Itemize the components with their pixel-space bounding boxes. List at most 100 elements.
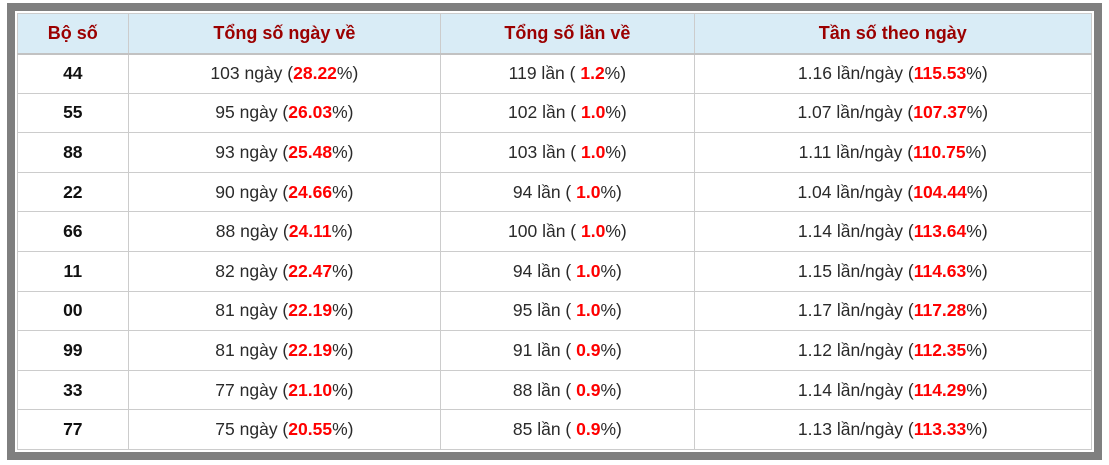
table-row: 66 88 ngày (24.11%) 100 lần ( 1.0%) 1.14 lầ… (17, 211, 1093, 252)
cell-text: 94 lần ( (512, 260, 577, 281)
cell-text: 1.15 lần/ngày ( (797, 260, 914, 281)
highlight-percent: 22.47 (288, 260, 333, 281)
highlight-percent: 113.33 (913, 419, 967, 440)
pair-cell: 88 (17, 132, 129, 173)
cell-text: %) (966, 300, 988, 321)
cell-text: %) (605, 221, 627, 242)
days-cell: 93 ngày (25.48%) (127, 132, 442, 173)
header-row: Bộ số Tổng số ngày về Tổng số lần về Tần… (17, 13, 1093, 55)
cell-text: %) (600, 181, 622, 202)
times-cell: 94 lần ( 1.0%) (440, 171, 695, 213)
times-cell: 100 lần ( 1.0%) (440, 211, 695, 252)
times-cell: 88 lần ( 0.9%) (440, 369, 695, 411)
table-row: 99 81 ngày (22.19%) 91 lần ( 0.9%) 1.12 lần… (17, 330, 1093, 371)
cell-text: %) (332, 419, 354, 440)
highlight-percent: 22.19 (288, 300, 333, 321)
highlight-percent: 22.19 (288, 339, 333, 360)
times-cell: 95 lần ( 1.0%) (440, 290, 695, 332)
pair-cell: 22 (17, 171, 129, 213)
freq-cell: 1.14 lần/ngày (113.64%) (693, 211, 1093, 252)
cell-text: 90 ngày ( (215, 181, 289, 202)
freq-cell: 1.04 lần/ngày (104.44%) (693, 171, 1093, 213)
cell-text: %) (332, 141, 354, 162)
pair-cell: 44 (17, 53, 129, 94)
cell-text: %) (331, 221, 353, 242)
cell-text: 1.07 lần/ngày ( (797, 102, 914, 123)
cell-text: 103 lần ( (508, 141, 581, 162)
highlight-percent: 0.9 (576, 419, 601, 440)
days-cell: 82 ngày (22.47%) (127, 250, 442, 292)
cell-text: 1.04 lần/ngày ( (797, 181, 914, 202)
days-cell: 81 ngày (22.19%) (127, 290, 442, 332)
highlight-percent: 1.0 (580, 221, 606, 242)
highlight-percent: 107.37 (913, 102, 967, 123)
highlight-percent: 20.55 (288, 419, 333, 440)
col-header-pair: Bộ số (17, 13, 129, 55)
days-cell: 103 ngày (28.22%) (127, 53, 442, 94)
col-header-freq: Tần số theo ngày (693, 13, 1093, 55)
cell-text: %) (966, 419, 988, 440)
cell-text: %) (332, 300, 354, 321)
cell-text: %) (600, 300, 622, 321)
cell-text: 1.13 lần/ngày ( (797, 419, 914, 440)
cell-text: 95 lần ( (512, 300, 577, 321)
times-cell: 94 lần ( 1.0%) (440, 250, 695, 292)
cell-text: %) (605, 141, 627, 162)
table-row: 88 93 ngày (25.48%) 103 lần ( 1.0%) 1.11 lầ… (17, 132, 1093, 173)
freq-cell: 1.16 lần/ngày (115.53%) (693, 53, 1093, 94)
highlight-percent: 0.9 (576, 379, 601, 400)
table-body: 44 103 ngày (28.22%) 119 lần ( 1.2%) 1.16 l… (17, 53, 1093, 450)
cell-text: 1.17 lần/ngày ( (797, 300, 914, 321)
highlight-percent: 24.66 (288, 181, 333, 202)
freq-cell: 1.13 lần/ngày (113.33%) (693, 409, 1093, 450)
col-header-days: Tổng số ngày về (127, 13, 442, 55)
cell-text: 94 lần ( (512, 181, 577, 202)
days-cell: 90 ngày (24.66%) (127, 171, 442, 213)
days-cell: 95 ngày (26.03%) (127, 92, 442, 134)
pair-cell: 55 (17, 92, 129, 134)
lottery-stats-table: Bộ số Tổng số ngày về Tổng số lần về Tần… (17, 13, 1093, 450)
highlight-percent: 117.28 (913, 300, 967, 321)
table-row: 00 81 ngày (22.19%) 95 lần ( 1.0%) 1.17 lần… (17, 290, 1093, 332)
cell-text: 102 lần ( (508, 102, 581, 123)
highlight-percent: 1.0 (576, 260, 601, 281)
days-cell: 81 ngày (22.19%) (127, 330, 442, 371)
cell-text: %) (966, 63, 988, 84)
highlight-percent: 113.64 (913, 221, 967, 242)
cell-text: 93 ngày ( (215, 141, 289, 162)
highlight-percent: 25.48 (288, 141, 333, 162)
highlight-percent: 112.35 (913, 339, 967, 360)
pair-cell: 11 (17, 250, 129, 292)
days-cell: 77 ngày (21.10%) (127, 369, 442, 411)
table-row: 55 95 ngày (26.03%) 102 lần ( 1.0%) 1.07 lầ… (17, 92, 1093, 134)
col-header-times: Tổng số lần về (440, 13, 695, 55)
cell-text: %) (332, 379, 354, 400)
cell-text: 77 ngày ( (215, 379, 289, 400)
highlight-percent: 1.0 (576, 181, 601, 202)
cell-text: %) (966, 221, 988, 242)
cell-text: %) (600, 379, 622, 400)
highlight-percent: 110.75 (913, 141, 966, 162)
freq-cell: 1.17 lần/ngày (117.28%) (693, 290, 1093, 332)
times-cell: 103 lần ( 1.0%) (440, 132, 695, 173)
cell-text: %) (965, 141, 988, 162)
cell-text: 1.14 lần/ngày ( (797, 379, 914, 400)
highlight-percent: 26.03 (288, 102, 333, 123)
pair-cell: 66 (17, 211, 129, 252)
times-cell: 91 lần ( 0.9%) (440, 330, 695, 371)
highlight-percent: 28.22 (293, 63, 337, 84)
cell-text: 1.16 lần/ngày ( (797, 63, 914, 84)
cell-text: 103 ngày ( (210, 63, 294, 84)
times-cell: 85 lần ( 0.9%) (440, 409, 695, 450)
table-header: Bộ số Tổng số ngày về Tổng số lần về Tần… (17, 13, 1093, 55)
highlight-percent: 1.0 (580, 102, 606, 123)
cell-text: %) (966, 102, 989, 123)
cell-text: %) (966, 339, 988, 360)
cell-text: 81 ngày ( (215, 300, 289, 321)
freq-cell: 1.12 lần/ngày (112.35%) (693, 330, 1093, 371)
table-row: 44 103 ngày (28.22%) 119 lần ( 1.2%) 1.16 l… (17, 53, 1093, 94)
cell-text: %) (966, 379, 988, 400)
highlight-percent: 21.10 (288, 379, 333, 400)
cell-text: %) (332, 181, 354, 202)
stats-table-frame: Bộ số Tổng số ngày về Tổng số lần về Tần… (7, 3, 1102, 460)
